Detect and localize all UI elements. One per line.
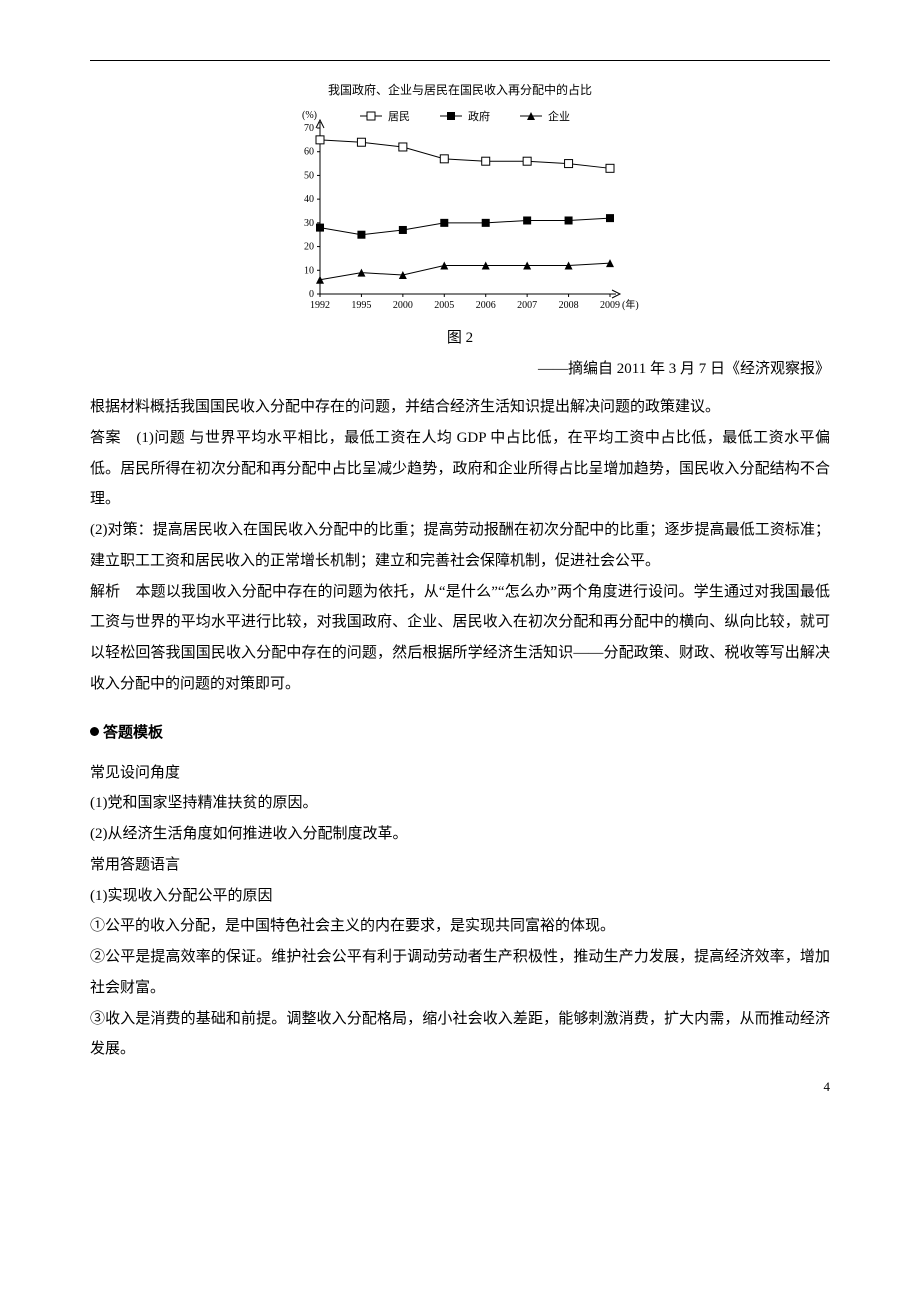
template-heading: 答题模板 — [90, 718, 830, 748]
page-number: 4 — [824, 1079, 831, 1095]
svg-text:1995: 1995 — [351, 300, 371, 311]
svg-text:30: 30 — [304, 218, 314, 229]
template-t4: 常用答题语言 — [90, 850, 830, 881]
svg-text:2007: 2007 — [517, 300, 537, 311]
template-t3: (2)从经济生活角度如何推进收入分配制度改革。 — [90, 819, 830, 850]
line-chart: 0 10 20 30 40 50 60 70 (%) 1992 1995 2000 2005 2006 20… — [280, 100, 640, 320]
template-heading-text: 答题模板 — [103, 725, 163, 741]
question-para: 根据材料概括我国国民收入分配中存在的问题，并结合经济生活知识提出解决问题的政策建… — [90, 392, 830, 423]
chart-title: 我国政府、企业与居民在国民收入再分配中的占比 — [280, 81, 640, 98]
svg-text:40: 40 — [304, 194, 314, 205]
svg-text:10: 10 — [304, 265, 314, 276]
svg-text:0: 0 — [309, 289, 314, 300]
svg-text:50: 50 — [304, 170, 314, 181]
svg-text:(%): (%) — [302, 110, 317, 121]
svg-text:2000: 2000 — [393, 300, 413, 311]
chart-caption: 图 2 — [280, 326, 640, 347]
svg-text:20: 20 — [304, 242, 314, 253]
svg-text:2009: 2009 — [600, 300, 620, 311]
svg-text:60: 60 — [304, 147, 314, 158]
template-t6: ①公平的收入分配，是中国特色社会主义的内在要求，是实现共同富裕的体现。 — [90, 911, 830, 942]
template-t1: 常见设问角度 — [90, 758, 830, 789]
analysis-para: 解析 本题以我国收入分配中存在的问题为依托，从“是什么”“怎么办”两个角度进行设… — [90, 577, 830, 700]
bullet-icon — [90, 727, 99, 736]
svg-text:2005: 2005 — [434, 300, 454, 311]
svg-text:2008: 2008 — [559, 300, 579, 311]
template-t8: ③收入是消费的基础和前提。调整收入分配格局，缩小社会收入差距，能够刺激消费，扩大… — [90, 1004, 830, 1066]
answer-para-2: (2)对策：提高居民收入在国民收入分配中的比重；提高劳动报酬在初次分配中的比重；… — [90, 515, 830, 577]
svg-text:2006: 2006 — [476, 300, 496, 311]
template-t2: (1)党和国家坚持精准扶贫的原因。 — [90, 788, 830, 819]
page: 我国政府、企业与居民在国民收入再分配中的占比 0 10 20 30 40 50 60 70 (%… — [0, 0, 920, 1125]
chart-container: 我国政府、企业与居民在国民收入再分配中的占比 0 10 20 30 40 50 60 70 (%… — [280, 81, 640, 347]
svg-text:(年): (年) — [622, 298, 639, 311]
svg-text:70: 70 — [304, 123, 314, 134]
template-t7: ②公平是提高效率的保证。维护社会公平有利于调动劳动者生产积极性，推动生产力发展，… — [90, 942, 830, 1004]
top-rule — [90, 60, 830, 61]
svg-text:企业: 企业 — [548, 109, 570, 123]
answer-para-1: 答案 (1)问题 与世界平均水平相比，最低工资在人均 GDP 中占比低，在平均工… — [90, 423, 830, 515]
svg-text:政府: 政府 — [468, 109, 490, 123]
source-line: ——摘编自 2011 年 3 月 7 日《经济观察报》 — [90, 357, 830, 378]
svg-text:1992: 1992 — [310, 300, 330, 311]
svg-text:居民: 居民 — [388, 111, 410, 123]
template-t5: (1)实现收入分配公平的原因 — [90, 881, 830, 912]
